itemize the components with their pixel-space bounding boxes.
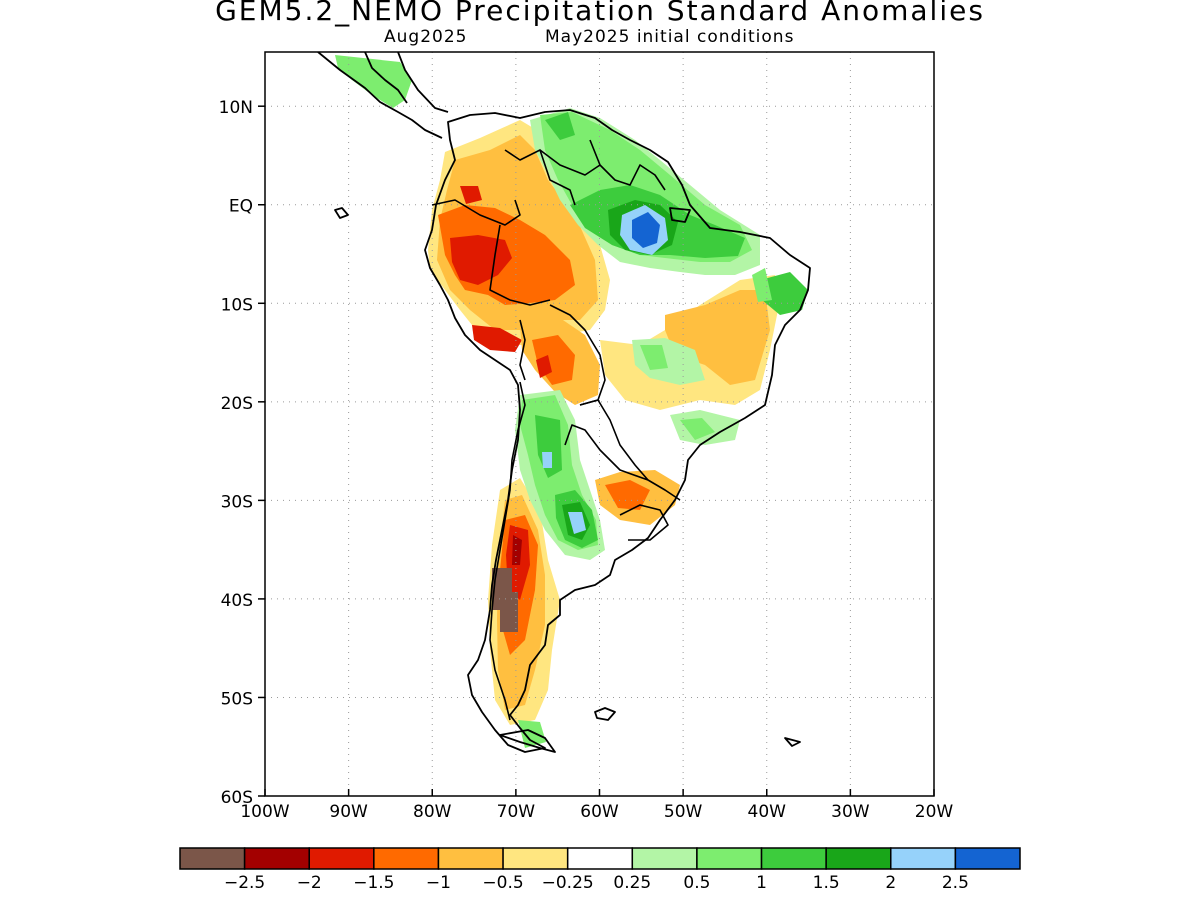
anomaly-field bbox=[335, 55, 808, 748]
falkland-islands bbox=[594, 707, 616, 721]
anomaly-field-patagonia-wet bbox=[518, 720, 546, 748]
colorbar-swatch bbox=[179, 847, 246, 870]
colorbar-swatch bbox=[502, 847, 569, 870]
colorbar-swatch bbox=[373, 847, 440, 870]
anomaly-field-southeast-brazil-mid bbox=[680, 418, 715, 440]
longitude-tick-label: 60W bbox=[580, 802, 619, 822]
border-colombia-ecuador-peru bbox=[431, 199, 521, 226]
colorbar-label: −0.25 bbox=[542, 873, 594, 893]
colorbar-swatch bbox=[954, 847, 1021, 870]
forecast-month: Aug2025 bbox=[384, 27, 468, 47]
latitude-tick-label: 10S bbox=[221, 295, 253, 315]
colorbar-label: −2 bbox=[297, 873, 322, 893]
longitude-tick-label: 100W bbox=[240, 802, 289, 822]
longitude-axis: 100W 90W 80W 70W 60W 50W 40W 30W 20W bbox=[240, 789, 953, 822]
longitude-tick-label: 30W bbox=[831, 802, 870, 822]
longitude-tick-label: 70W bbox=[497, 802, 536, 822]
longitude-tick-label: 40W bbox=[748, 802, 787, 822]
anomaly-field-central-america bbox=[335, 55, 412, 108]
colorbar-swatch bbox=[437, 847, 504, 870]
colorbar-label: −1.5 bbox=[353, 873, 394, 893]
latitude-tick-label: 40S bbox=[221, 591, 253, 611]
border-uruguay bbox=[619, 504, 669, 541]
colorbar-swatch bbox=[696, 847, 763, 870]
map-title: GEM5.2_NEMO Precipitation Standard Anoma… bbox=[215, 0, 985, 27]
border-colombia-venezuela bbox=[504, 149, 576, 206]
anomaly-field-bolivia-strong bbox=[532, 335, 575, 385]
anomaly-field-chile-extreme bbox=[492, 568, 518, 632]
tierra-del-fuego bbox=[499, 729, 556, 753]
colorbar-label: 1 bbox=[756, 873, 767, 893]
colorbar-swatch bbox=[890, 847, 957, 870]
colorbar-label: 0.25 bbox=[613, 873, 651, 893]
anomaly-field-central-brazil-mid bbox=[665, 290, 770, 385]
colorbar-swatch bbox=[566, 847, 634, 870]
marajo bbox=[669, 207, 691, 223]
colorbar-swatch bbox=[760, 847, 827, 870]
anomaly-field-northeast-brazil-wet-edge bbox=[752, 268, 772, 302]
longitude-tick-label: 90W bbox=[329, 802, 368, 822]
border-venezuela-brazil bbox=[539, 149, 601, 176]
south-georgia bbox=[784, 737, 801, 747]
border-argentina-brazil bbox=[647, 479, 681, 501]
graticule bbox=[265, 52, 934, 796]
country-borders bbox=[431, 139, 681, 721]
colorbar-label: 1.5 bbox=[813, 873, 840, 893]
anomaly-field-south-brazil-strong bbox=[605, 480, 650, 510]
border-peru-brazil bbox=[489, 224, 551, 306]
anomaly-field-chaco-wet bbox=[535, 415, 562, 478]
colorbar: −2.5 −2 −1.5 −1 −0.5 −0.25 0.25 0.5 1 1.5 2 2.5 bbox=[179, 847, 1021, 893]
longitude-tick-label: 20W bbox=[915, 802, 954, 822]
anomaly-field-chaco-light-blue bbox=[542, 452, 552, 468]
colorbar-swatch bbox=[308, 847, 375, 870]
latitude-tick-label: EQ bbox=[229, 197, 253, 217]
colorbar-label: −0.5 bbox=[482, 873, 523, 893]
initial-conditions-label: May2025 initial conditions bbox=[545, 27, 795, 47]
central-america-coast bbox=[317, 52, 449, 139]
colorbar-swatch bbox=[243, 847, 310, 870]
latitude-axis: 10N EQ 10S 20S 30S 40S 50S 60S bbox=[219, 98, 265, 808]
latitude-tick-label: 50S bbox=[221, 689, 253, 709]
anomaly-field-southern-andes-extreme bbox=[512, 535, 522, 565]
galapagos bbox=[334, 207, 349, 219]
anomaly-field-peru-core bbox=[472, 325, 522, 352]
latitude-tick-label: 10N bbox=[219, 98, 253, 118]
latitude-tick-label: 20S bbox=[221, 394, 253, 414]
colorbar-label: 0.5 bbox=[683, 873, 710, 893]
colorbar-label: 2 bbox=[885, 873, 896, 893]
anomaly-field-central-brazil-wet-mid bbox=[640, 345, 668, 370]
colorbar-swatch bbox=[631, 847, 698, 870]
colorbar-label: −2.5 bbox=[224, 873, 265, 893]
longitude-tick-label: 50W bbox=[664, 802, 703, 822]
colorbar-label: −1 bbox=[426, 873, 451, 893]
colorbar-swatch bbox=[825, 847, 892, 870]
latitude-tick-label: 60S bbox=[221, 788, 253, 808]
anomaly-field-guiana-wet bbox=[545, 112, 575, 140]
south-america-coast bbox=[424, 109, 811, 753]
border-peru-bolivia bbox=[519, 319, 526, 381]
coastlines bbox=[317, 52, 811, 753]
anomaly-field-northeast-brazil-wet bbox=[760, 272, 808, 315]
latitude-tick-label: 30S bbox=[221, 492, 253, 512]
border-chile-argentina bbox=[489, 381, 526, 721]
colorbar-label: 2.5 bbox=[942, 873, 969, 893]
anomaly-field-amazon-dark-blue bbox=[632, 212, 660, 248]
longitude-tick-label: 80W bbox=[413, 802, 452, 822]
anomaly-field-argentina-light-blue bbox=[568, 512, 586, 534]
anomaly-field-colombia-core bbox=[460, 186, 482, 204]
anomaly-field-bolivia-core bbox=[536, 355, 552, 378]
